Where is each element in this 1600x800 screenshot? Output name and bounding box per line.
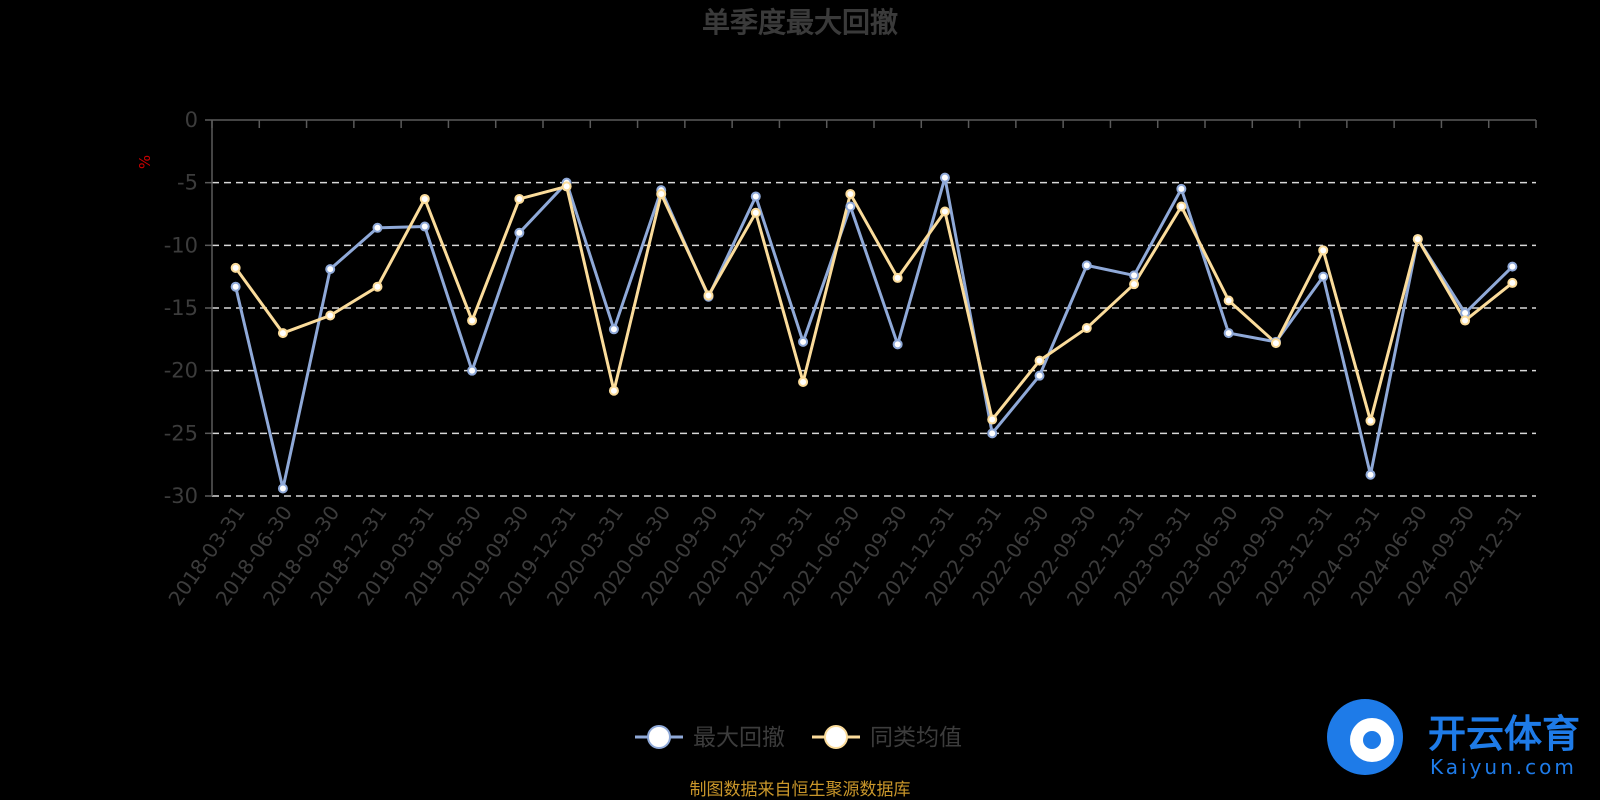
data-point[interactable] — [987, 428, 998, 439]
data-point[interactable] — [892, 272, 903, 283]
data-point[interactable] — [798, 376, 809, 387]
y-tick-label: -30 — [164, 484, 198, 508]
legend-item-1[interactable]: 同类均值 — [812, 725, 962, 751]
data-point[interactable] — [1223, 328, 1234, 339]
watermark-brand: 开云体育 — [1428, 712, 1580, 756]
data-point[interactable] — [419, 193, 430, 204]
legend-marker — [647, 725, 671, 749]
watermark-domain: Kaiyun.com — [1430, 755, 1577, 779]
data-point[interactable] — [1081, 323, 1092, 334]
data-point[interactable] — [939, 206, 950, 217]
data-point[interactable] — [1176, 201, 1187, 212]
data-point[interactable] — [230, 262, 241, 273]
data-point[interactable] — [514, 227, 525, 238]
data-point[interactable] — [514, 193, 525, 204]
y-axis-unit: % — [136, 155, 154, 169]
data-point[interactable] — [939, 172, 950, 183]
data-point[interactable] — [1129, 270, 1140, 281]
y-tick-labels: 0 -5 -10 -15 -20 -25 -30 — [164, 108, 198, 508]
y-tick-label: -5 — [177, 171, 198, 195]
data-point[interactable] — [1460, 315, 1471, 326]
data-point[interactable] — [1223, 295, 1234, 306]
data-point[interactable] — [1365, 415, 1376, 426]
legend-item-0[interactable]: 最大回撤 — [635, 725, 785, 751]
data-point[interactable] — [1507, 277, 1518, 288]
data-point[interactable] — [845, 188, 856, 199]
data-point[interactable] — [608, 385, 619, 396]
y-tick-label: -20 — [164, 359, 198, 383]
watermark-ball-core — [1363, 731, 1381, 749]
data-point[interactable] — [1507, 261, 1518, 272]
data-point[interactable] — [987, 414, 998, 425]
legend-label: 最大回撤 — [693, 725, 785, 751]
data-point[interactable] — [656, 188, 667, 199]
data-point[interactable] — [1318, 271, 1329, 282]
data-point[interactable] — [1129, 279, 1140, 290]
data-point[interactable] — [1034, 355, 1045, 366]
data-point[interactable] — [325, 310, 336, 321]
data-point[interactable] — [1318, 245, 1329, 256]
data-point[interactable] — [1365, 469, 1376, 480]
y-tick-label: 0 — [185, 108, 198, 132]
data-point[interactable] — [608, 324, 619, 335]
data-point[interactable] — [277, 483, 288, 494]
data-point[interactable] — [277, 328, 288, 339]
legend-marker — [824, 725, 848, 749]
series-line-1 — [234, 184, 1514, 423]
data-point[interactable] — [1176, 183, 1187, 194]
y-tick-label: -10 — [164, 233, 198, 257]
data-point[interactable] — [750, 207, 761, 218]
data-point[interactable] — [1081, 260, 1092, 271]
series-line-0 — [234, 176, 1514, 490]
data-point[interactable] — [325, 264, 336, 275]
data-point[interactable] — [230, 281, 241, 292]
data-point[interactable] — [1270, 338, 1281, 349]
data-point[interactable] — [372, 222, 383, 233]
legend[interactable]: 最大回撤 同类均值 — [635, 725, 962, 751]
data-source-note: 制图数据来自恒生聚源数据库 — [690, 780, 911, 800]
watermark-logo: 开云体育 Kaiyun.com — [1327, 699, 1580, 779]
data-point[interactable] — [750, 191, 761, 202]
series-lines — [230, 172, 1518, 494]
data-point[interactable] — [467, 365, 478, 376]
data-point[interactable] — [892, 339, 903, 350]
axes — [205, 119, 1537, 497]
data-point[interactable] — [1034, 370, 1045, 381]
legend-label: 同类均值 — [870, 725, 962, 751]
data-point[interactable] — [467, 315, 478, 326]
chart-title: 单季度最大回撤 — [702, 6, 898, 39]
x-tick-labels: 2018-03-312018-06-302018-09-302018-12-31… — [163, 501, 1526, 610]
data-point[interactable] — [419, 221, 430, 232]
data-point[interactable] — [703, 290, 714, 301]
data-point[interactable] — [372, 281, 383, 292]
y-tick-label: -15 — [164, 296, 198, 320]
grid-lines — [212, 181, 1536, 497]
data-point[interactable] — [798, 336, 809, 347]
y-tick-label: -25 — [164, 421, 198, 445]
data-point[interactable] — [845, 201, 856, 212]
data-point[interactable] — [1412, 234, 1423, 245]
data-point[interactable] — [561, 181, 572, 192]
